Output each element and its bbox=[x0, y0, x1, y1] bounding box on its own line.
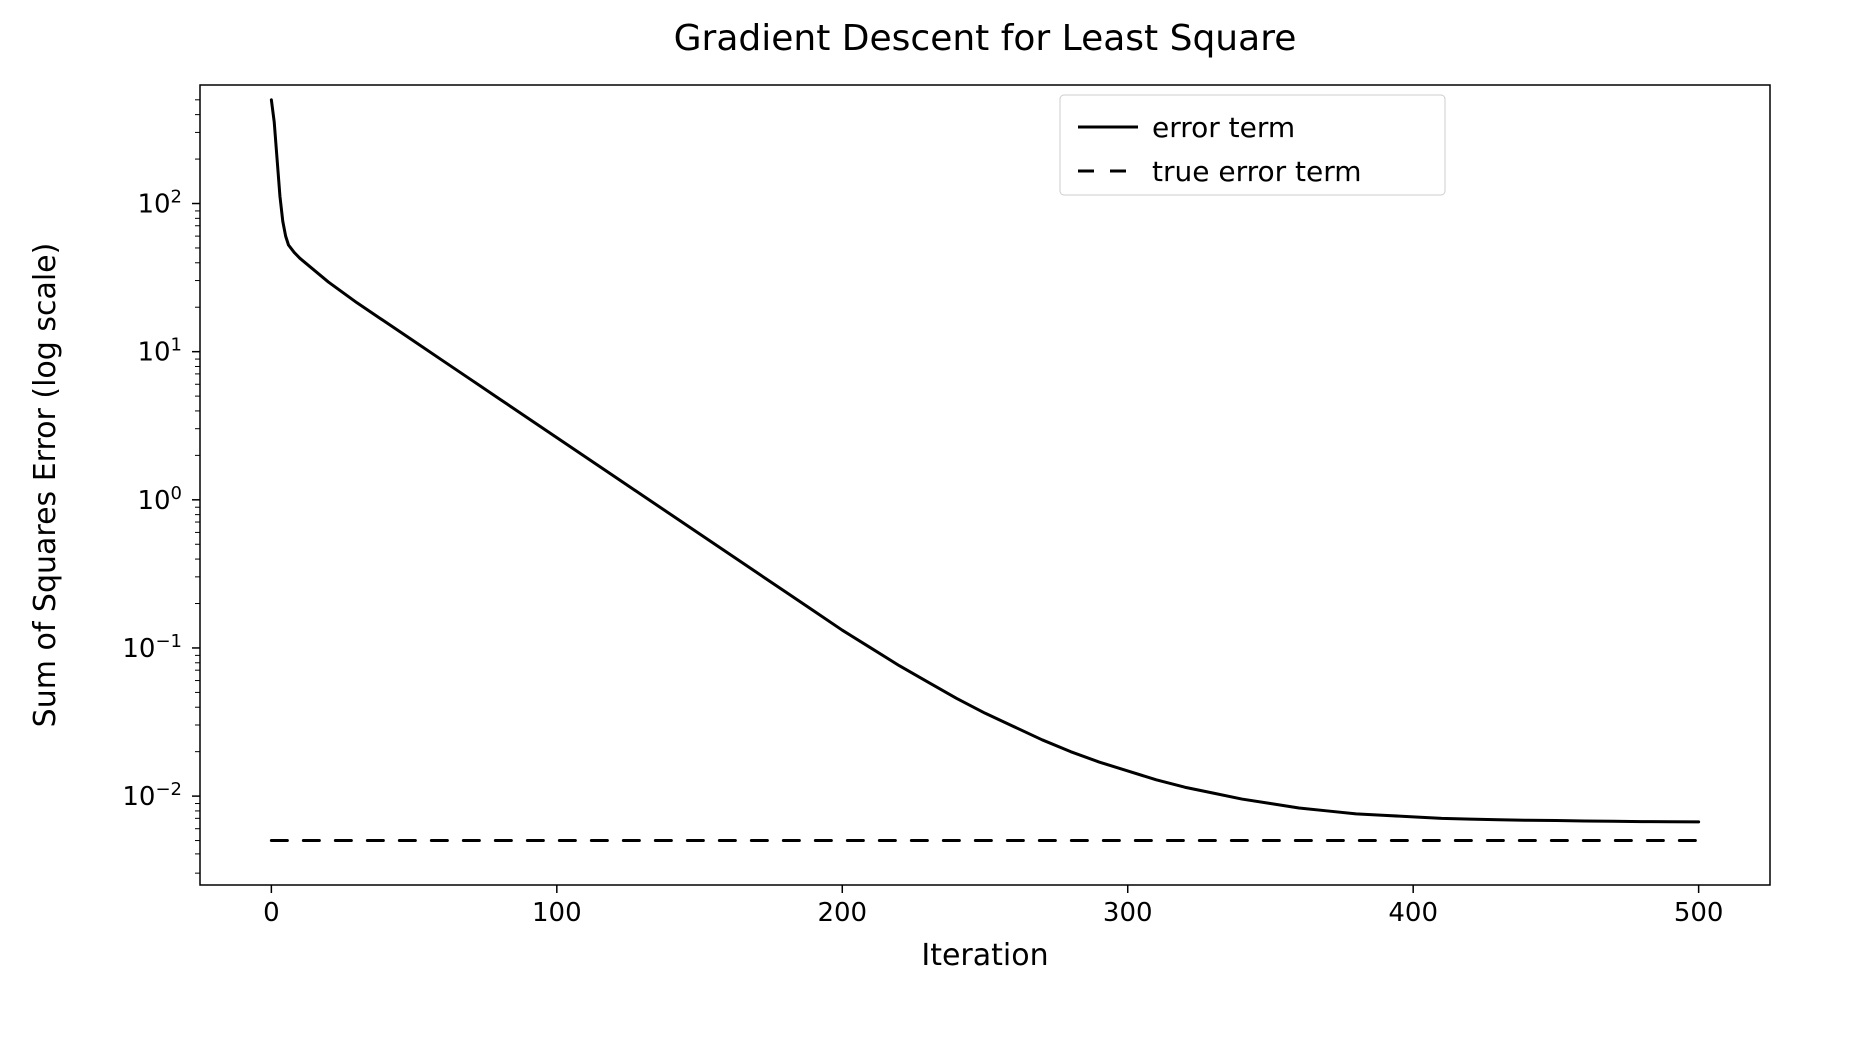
legend-label: error term bbox=[1152, 111, 1295, 144]
x-axis-label: Iteration bbox=[921, 938, 1048, 973]
chart-bg bbox=[0, 0, 1870, 1061]
chart-container: 010020030040050010−210−1100101102Gradien… bbox=[0, 0, 1870, 1061]
x-tick-label: 100 bbox=[532, 898, 582, 928]
x-tick-label: 200 bbox=[817, 898, 867, 928]
chart-title: Gradient Descent for Least Square bbox=[674, 18, 1297, 59]
x-tick-label: 300 bbox=[1103, 898, 1153, 928]
x-tick-label: 400 bbox=[1388, 898, 1438, 928]
legend-label: true error term bbox=[1152, 155, 1362, 188]
chart-svg: 010020030040050010−210−1100101102Gradien… bbox=[0, 0, 1870, 1061]
x-tick-label: 500 bbox=[1674, 898, 1724, 928]
x-tick-label: 0 bbox=[263, 898, 280, 928]
y-axis-label: Sum of Squares Error (log scale) bbox=[28, 243, 63, 728]
